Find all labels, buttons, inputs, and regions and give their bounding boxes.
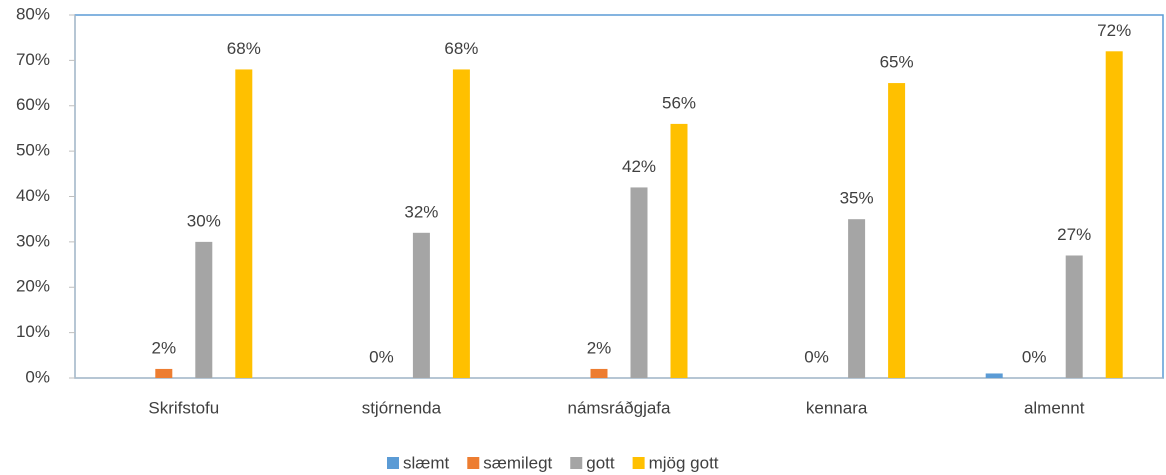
legend-swatch bbox=[467, 457, 480, 469]
y-tick-label: 70% bbox=[16, 50, 50, 69]
data-label: 0% bbox=[369, 347, 394, 366]
x-tick-label: kennara bbox=[806, 398, 868, 417]
legend-swatch bbox=[632, 457, 645, 469]
bar bbox=[195, 241, 213, 378]
bar bbox=[985, 373, 1003, 378]
bar bbox=[670, 123, 688, 379]
bar bbox=[412, 232, 430, 378]
bar bbox=[1065, 255, 1083, 378]
data-label: 27% bbox=[1057, 225, 1091, 244]
y-tick-label: 20% bbox=[16, 277, 50, 296]
bar bbox=[452, 69, 470, 378]
legend-swatch bbox=[387, 457, 399, 469]
bar bbox=[848, 219, 866, 378]
data-label: 72% bbox=[1097, 21, 1131, 40]
data-label: 32% bbox=[404, 202, 438, 221]
legend-label: mjög gott bbox=[649, 453, 719, 472]
legend-label: slæmt bbox=[403, 453, 450, 472]
x-tick-label: námsráðgjafa bbox=[567, 398, 671, 417]
bar bbox=[590, 368, 608, 378]
x-tick-label: stjórnenda bbox=[362, 398, 442, 417]
y-tick-label: 50% bbox=[16, 141, 50, 160]
data-label: 0% bbox=[1022, 347, 1047, 366]
x-tick-label: Skrifstofu bbox=[148, 398, 219, 417]
data-label: 2% bbox=[152, 338, 177, 357]
bar bbox=[888, 83, 906, 378]
y-tick-label: 40% bbox=[16, 186, 50, 205]
bar bbox=[1105, 51, 1123, 379]
legend-label: sæmilegt bbox=[483, 453, 552, 472]
data-label: 68% bbox=[227, 39, 261, 58]
data-label: 2% bbox=[587, 338, 612, 357]
legend-label: gott bbox=[586, 453, 615, 472]
y-tick-label: 60% bbox=[16, 95, 50, 114]
data-label: 35% bbox=[840, 189, 874, 208]
y-tick-label: 80% bbox=[16, 4, 50, 23]
data-label: 68% bbox=[444, 39, 478, 58]
data-label: 42% bbox=[622, 157, 656, 176]
data-label: 30% bbox=[187, 211, 221, 230]
y-tick-label: 30% bbox=[16, 231, 50, 250]
y-tick-label: 10% bbox=[16, 322, 50, 341]
bar bbox=[630, 187, 648, 378]
bar bbox=[235, 69, 253, 378]
bar bbox=[155, 368, 173, 378]
legend-swatch bbox=[570, 457, 583, 469]
data-label: 65% bbox=[880, 53, 914, 72]
data-label: 56% bbox=[662, 93, 696, 112]
x-tick-label: almennt bbox=[1024, 398, 1085, 417]
y-tick-label: 0% bbox=[25, 367, 50, 386]
data-label: 0% bbox=[804, 347, 829, 366]
